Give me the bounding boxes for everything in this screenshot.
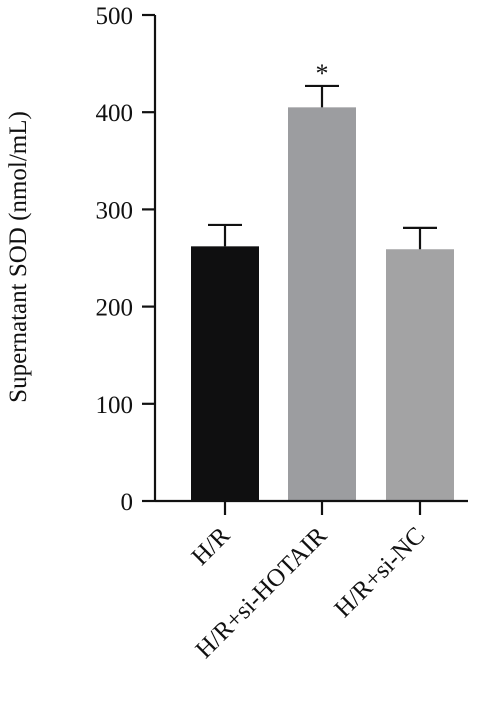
y-axis-label: Supernatant SOD (nmol/mL)	[5, 111, 32, 403]
y-tick-label-300: 300	[96, 197, 134, 224]
y-tick-label-0: 0	[121, 489, 134, 516]
x-tick-label-1: H/R	[187, 522, 236, 571]
bar-3	[386, 249, 454, 501]
y-tick-label-500: 500	[96, 3, 134, 30]
y-tick-label-400: 400	[96, 100, 134, 127]
y-tick-label-100: 100	[96, 392, 134, 419]
significance-marker-2: *	[316, 59, 329, 88]
bar-1	[191, 246, 259, 501]
plot-area: *0100200300400500H/RH/R+si-HOTAIRH/R+si-…	[96, 3, 468, 664]
x-tick-label-3: H/R+si-NC	[329, 522, 430, 623]
bar-2	[288, 107, 356, 501]
y-tick-label-200: 200	[96, 295, 134, 322]
